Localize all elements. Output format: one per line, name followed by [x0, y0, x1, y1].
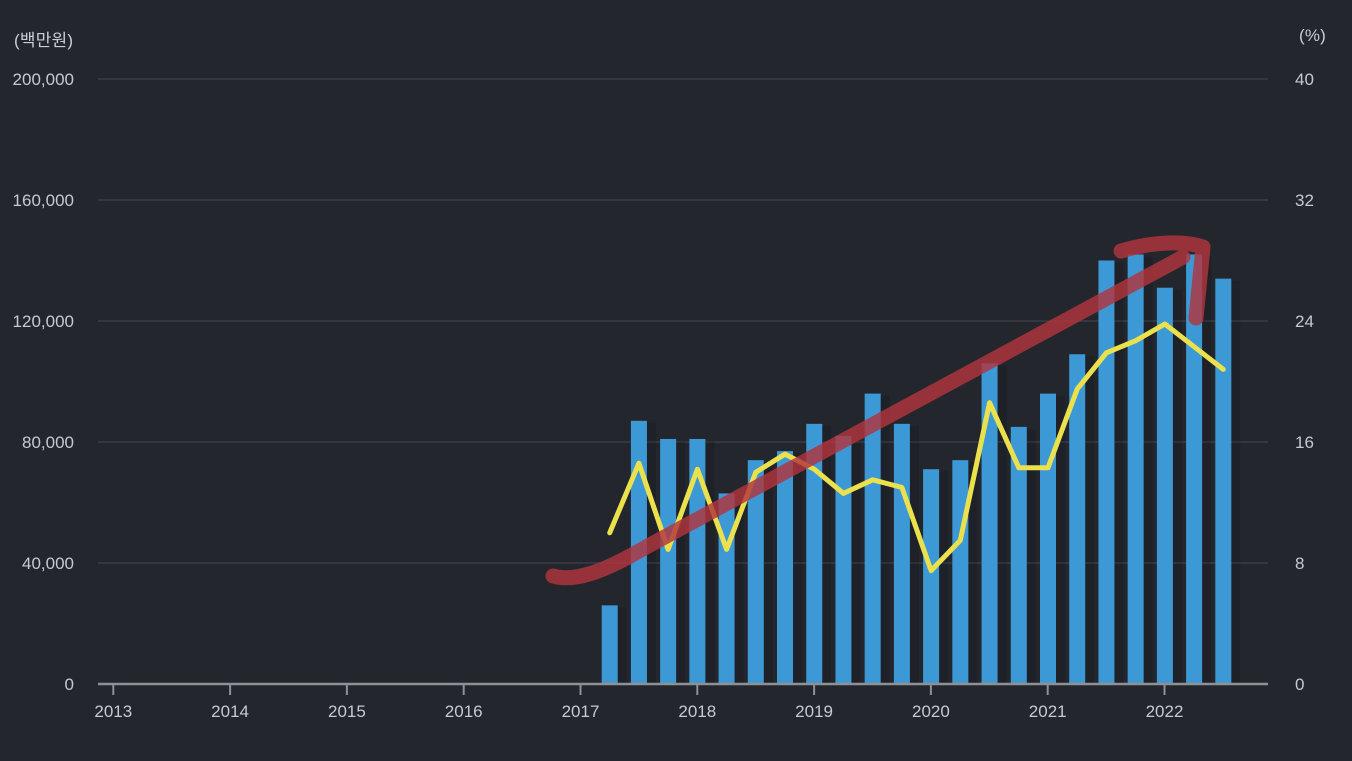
x-axis-label: 2013	[94, 702, 132, 721]
bar-shadow	[1172, 289, 1182, 684]
right-axis-unit-label: (%)	[1298, 26, 1326, 45]
left-axis-label: 160,000	[13, 191, 74, 210]
bar-shadow	[822, 425, 832, 684]
revenue-bar[interactable]	[1127, 254, 1144, 684]
right-axis-label: 40	[1295, 70, 1314, 89]
revenue-bar[interactable]	[718, 493, 735, 684]
revenue-bar[interactable]	[1069, 354, 1086, 684]
revenue-bar[interactable]	[1098, 260, 1115, 685]
left-axis-unit-label: (백만원)	[14, 31, 74, 50]
revenue-bar[interactable]	[835, 435, 852, 684]
left-axis-label: 0	[65, 675, 74, 694]
bar-shadow	[851, 437, 861, 684]
bar-shadow	[1056, 395, 1065, 684]
bar-shadow	[646, 422, 656, 684]
revenue-bar[interactable]	[1215, 278, 1232, 684]
bar-shadow	[968, 462, 978, 684]
x-axis-label: 2021	[1029, 702, 1067, 721]
x-axis-label: 2020	[912, 702, 950, 721]
revenue-bar[interactable]	[893, 423, 910, 684]
bar-shadow	[705, 440, 715, 684]
revenue-bar[interactable]	[864, 393, 881, 684]
revenue-bar[interactable]	[923, 469, 940, 684]
x-axis-label: 2018	[678, 702, 716, 721]
revenue-bar[interactable]	[1186, 254, 1203, 684]
x-axis-label: 2015	[328, 702, 366, 721]
bar-shadow	[1085, 356, 1095, 684]
bar-shadow	[1114, 262, 1124, 684]
left-axis-label: 40,000	[22, 554, 74, 573]
bar-shadow	[909, 425, 919, 684]
bar-shadow	[617, 607, 627, 684]
revenue-bar[interactable]	[601, 605, 618, 684]
left-axis-label: 200,000	[13, 70, 74, 89]
left-axis-label: 80,000	[22, 433, 74, 452]
bar-shadow	[939, 471, 949, 684]
x-axis-label: 2019	[795, 702, 833, 721]
bar-shadow	[1231, 280, 1241, 684]
right-axis-label: 16	[1295, 433, 1314, 452]
revenue-bar[interactable]	[981, 363, 998, 684]
revenue-bar[interactable]	[952, 460, 969, 684]
bar-shadow	[793, 453, 803, 684]
annotation-arrow	[545, 235, 1211, 586]
right-axis-label: 32	[1295, 191, 1314, 210]
bar-shadow	[676, 440, 686, 684]
right-axis-label: 8	[1295, 554, 1304, 573]
bar-shadow	[880, 395, 890, 684]
x-axis-label: 2017	[562, 702, 600, 721]
bar-shadow	[1026, 428, 1036, 684]
right-axis-label: 24	[1295, 312, 1314, 331]
bar-shadow	[1202, 256, 1212, 684]
bar-shadow	[997, 365, 1007, 684]
revenue-bar[interactable]	[806, 423, 823, 684]
revenue-bar[interactable]	[660, 438, 677, 684]
x-axis-label: 2014	[211, 702, 249, 721]
revenue-bar[interactable]	[1010, 426, 1027, 684]
left-axis-label: 120,000	[13, 312, 74, 331]
revenue-bar[interactable]	[747, 460, 764, 684]
bar-shadow	[1143, 256, 1153, 684]
bar-shadow	[763, 462, 773, 684]
revenue-bar[interactable]	[1156, 287, 1173, 684]
revenue-bar[interactable]	[689, 438, 706, 684]
x-axis-label: 2016	[445, 702, 483, 721]
bar-shadow	[734, 495, 744, 684]
revenue-bar[interactable]	[777, 451, 794, 684]
x-axis-label: 2022	[1146, 702, 1184, 721]
right-axis-label: 0	[1295, 675, 1304, 694]
revenue-bar[interactable]	[1040, 393, 1056, 684]
